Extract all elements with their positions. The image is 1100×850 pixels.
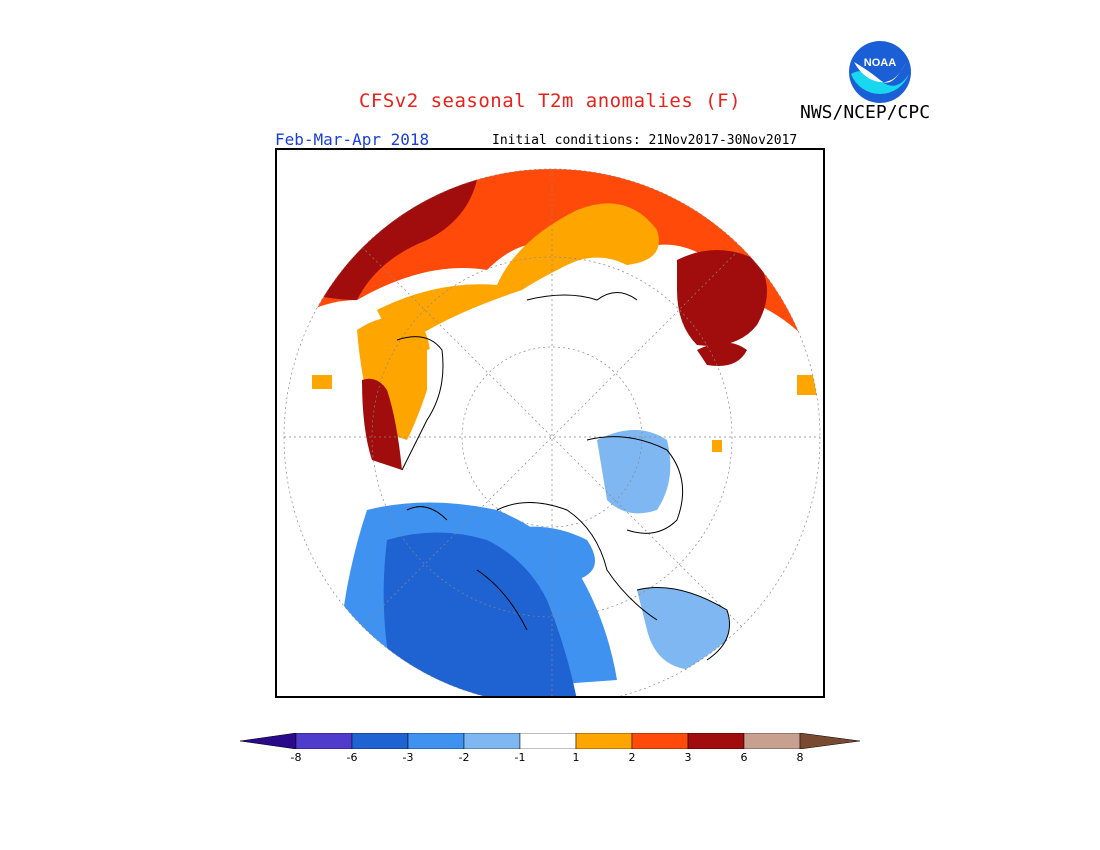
organization-label: NWS/NCEP/CPC <box>800 102 931 123</box>
legend-tick-label: -6 <box>346 751 358 764</box>
warm-region-6-east <box>677 250 767 346</box>
legend-tick-label: -3 <box>402 751 414 764</box>
noaa-logo: NOAA <box>848 40 912 104</box>
legend-tick-label: -2 <box>458 751 470 764</box>
legend-swatch <box>743 732 801 750</box>
legend-tick-label: 3 <box>684 751 692 764</box>
legend-swatch-above-max <box>799 732 861 750</box>
warm-region-2 <box>377 203 659 350</box>
legend-swatch <box>463 732 521 750</box>
legend-swatch <box>687 732 745 750</box>
cold-region-1 <box>597 430 671 514</box>
color-legend-bar <box>239 732 861 750</box>
legend-swatch <box>295 732 353 750</box>
legend-tick-label: 6 <box>740 751 748 764</box>
legend-tick-label: -8 <box>290 751 302 764</box>
legend-swatch-below-min <box>239 732 297 750</box>
forecast-period: Feb-Mar-Apr 2018 <box>275 130 430 149</box>
legend-tick-label: 8 <box>796 751 804 764</box>
map-title: CFSv2 seasonal T2m anomalies (F) <box>358 90 742 112</box>
legend-tick-label: 1 <box>572 751 580 764</box>
legend-swatch <box>351 732 409 750</box>
polar-map-svg <box>283 168 821 696</box>
legend-swatch <box>407 732 465 750</box>
legend-tick-label: 2 <box>628 751 636 764</box>
noaa-logo-text: NOAA <box>864 57 896 69</box>
legend-swatch <box>519 732 577 750</box>
legend-swatch <box>575 732 633 750</box>
color-legend: -8 -6 -3 -2 -1 1 2 3 6 8 <box>239 732 861 773</box>
legend-tick-label: -1 <box>514 751 526 764</box>
polar-map <box>275 148 825 698</box>
cold-region-3 <box>383 532 577 696</box>
initial-conditions: Initial conditions: 21Nov2017-30Nov2017 <box>492 133 798 148</box>
legend-swatch <box>631 732 689 750</box>
